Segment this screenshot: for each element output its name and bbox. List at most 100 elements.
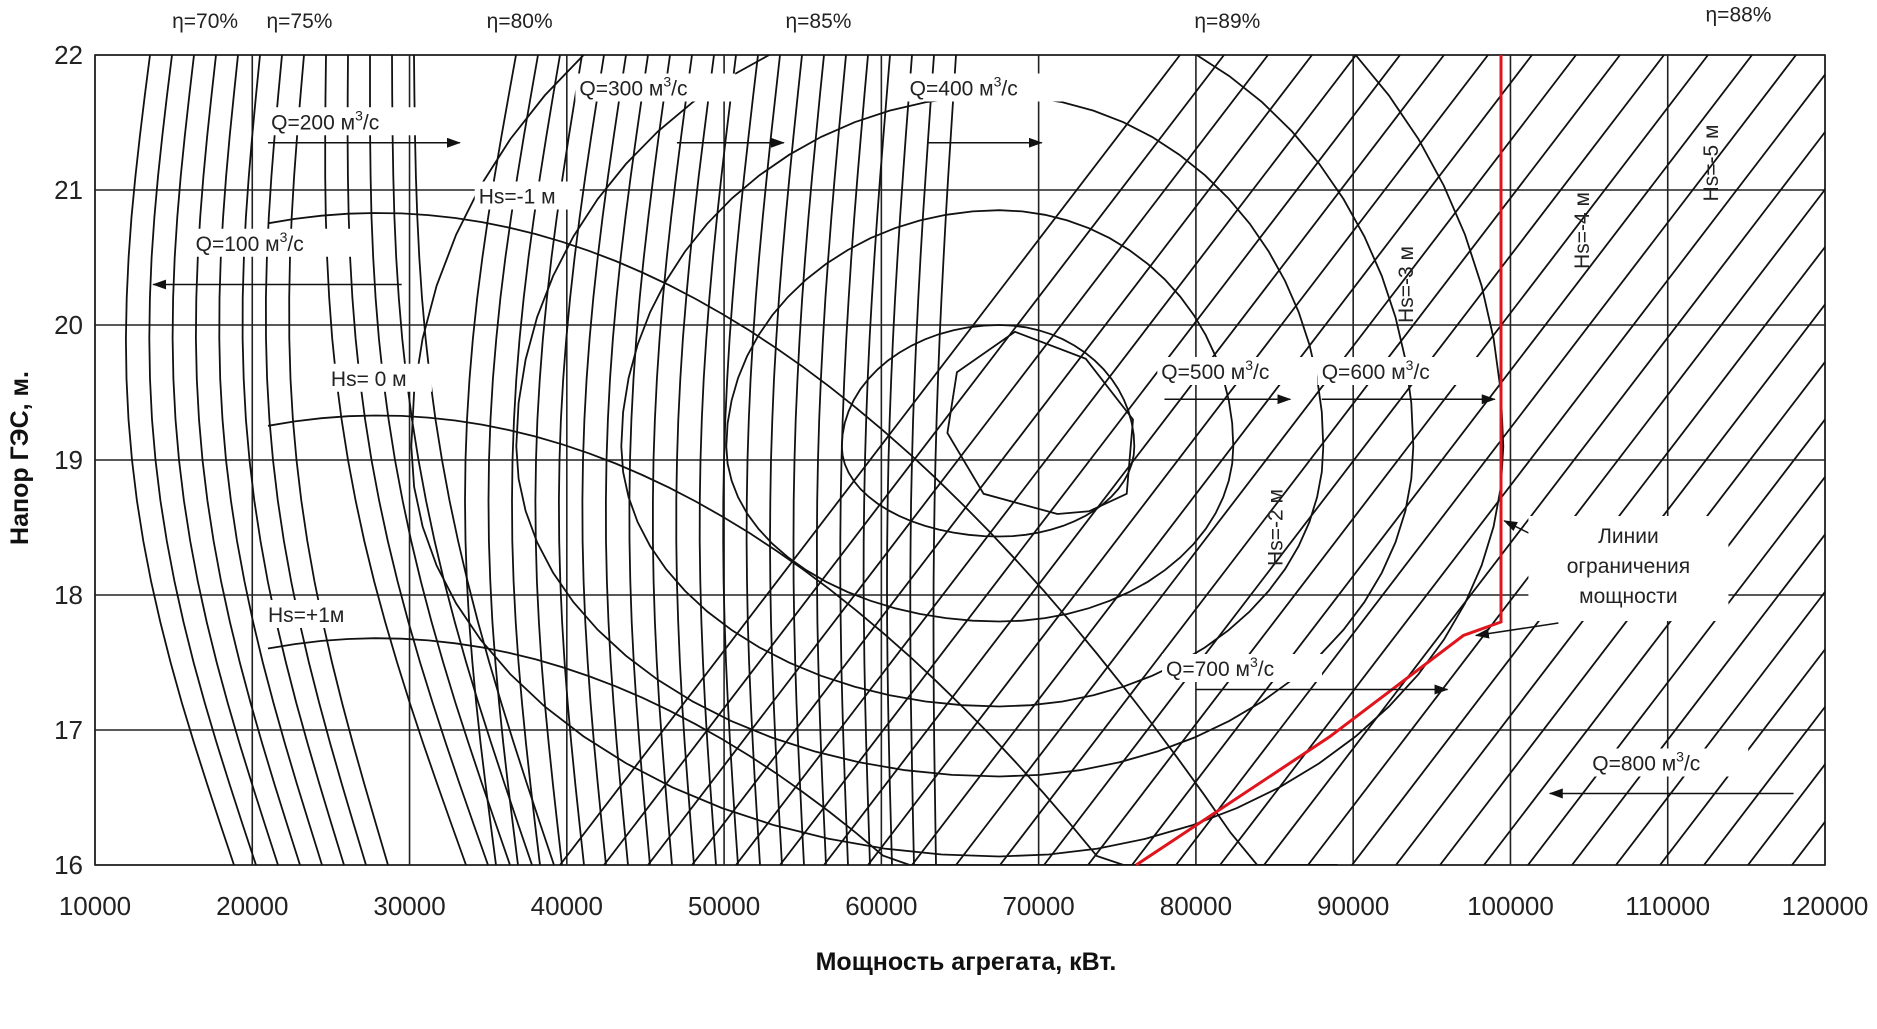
y-tick-label: 19 xyxy=(54,445,83,475)
flow-line xyxy=(735,55,1357,865)
flow-label: Q=500 м3/с xyxy=(1161,357,1269,384)
suction-height-curve xyxy=(267,212,1338,865)
annotation-line: ограничения xyxy=(1567,555,1690,578)
efficiency-curve xyxy=(413,54,555,866)
x-tick-label: 10000 xyxy=(59,891,131,921)
flow-arrows xyxy=(152,137,1794,799)
flow-label-bg xyxy=(1317,357,1478,385)
power-limit-line xyxy=(1135,55,1503,867)
efficiency-curve xyxy=(264,54,367,866)
suction-height-label: Hs=-3 м xyxy=(1395,246,1418,323)
flow-label-bg xyxy=(575,73,736,102)
flow-line xyxy=(1527,475,1825,865)
flow-line xyxy=(1615,590,1825,865)
flow-label: Q=800 м3/с xyxy=(1592,749,1700,776)
efficiency-contour xyxy=(725,209,1235,623)
flow-label-bg xyxy=(191,228,352,257)
efficiency-curve xyxy=(194,54,301,866)
flow-line xyxy=(1175,55,1797,865)
flow-line xyxy=(1307,188,1825,865)
flow-line xyxy=(1087,55,1709,865)
annotation-line: мощности xyxy=(1579,585,1678,608)
efficiency-contour xyxy=(840,324,1136,538)
flow-line xyxy=(823,55,1445,865)
efficiency-label: η=70% xyxy=(172,10,238,33)
efficiency-curve xyxy=(557,54,605,866)
efficiency-curve xyxy=(652,54,693,866)
flow-label: Q=400 м3/с xyxy=(910,74,1018,101)
efficiency-curve xyxy=(769,54,803,866)
y-tick-label: 20 xyxy=(54,310,83,340)
suction-height-label: Hs=+1м xyxy=(268,604,344,627)
y-tick-label: 18 xyxy=(54,580,83,610)
efficiency-contour xyxy=(620,94,1325,708)
efficiency-curve xyxy=(909,54,935,866)
flow-label: Q=100 м3/с xyxy=(196,229,304,256)
flow-line xyxy=(1351,245,1825,865)
flow-line xyxy=(999,55,1621,865)
flow-line xyxy=(867,55,1489,865)
x-tick-label: 100000 xyxy=(1467,891,1554,921)
flow-label-bg xyxy=(1588,748,1749,777)
efficiency-curve xyxy=(171,54,279,866)
x-tick-label: 120000 xyxy=(1782,891,1869,921)
efficiency-curve xyxy=(862,54,891,866)
suction-height-curve xyxy=(267,414,1338,865)
flow-line xyxy=(1219,73,1825,865)
efficiency-label: η=88% xyxy=(1706,3,1772,26)
efficiency-curve xyxy=(932,54,957,866)
x-tick-label: 30000 xyxy=(373,891,445,921)
efficiency-curve xyxy=(628,54,671,866)
power-limit-layer xyxy=(1135,55,1503,867)
suction-label-bg xyxy=(264,600,369,628)
efficiency-curve xyxy=(792,54,825,866)
suction-height-label: Hs=-4 м xyxy=(1571,192,1594,269)
efficiency-contour-89 xyxy=(946,330,1134,515)
efficiency-curve xyxy=(675,54,715,866)
x-tick-label: 50000 xyxy=(688,891,760,921)
suction-height-label: Hs=-2 м xyxy=(1264,489,1287,566)
y-tick-label: 17 xyxy=(54,715,83,745)
flow-line xyxy=(1703,705,1825,865)
annotation-arrow xyxy=(1474,622,1559,639)
suction-height-curve xyxy=(267,637,1338,865)
suction-height-label: Hs=-5 м xyxy=(1700,125,1723,202)
efficiency-curve xyxy=(815,54,847,866)
flow-line xyxy=(1131,55,1753,865)
chart-text: 10000 20000 30000 40000 50000 60000 70000 80000… xyxy=(54,3,1868,921)
flow-label-bg xyxy=(267,107,428,136)
x-tick-label: 20000 xyxy=(216,891,288,921)
flow-label-bg xyxy=(1162,654,1323,682)
efficiency-contour xyxy=(410,55,1505,858)
flow-label-bg xyxy=(1157,357,1318,385)
efficiency-label: η=75% xyxy=(266,10,332,33)
flow-line xyxy=(691,55,1313,865)
flow-line xyxy=(1836,55,1877,865)
efficiency-curve xyxy=(391,54,533,866)
suction-label-bg xyxy=(474,181,580,210)
efficiency-curve xyxy=(369,55,511,866)
efficiency-curve xyxy=(581,54,627,866)
flow-line xyxy=(955,55,1577,865)
flow-line xyxy=(1043,55,1665,865)
y-tick-label: 21 xyxy=(54,175,83,205)
flow-line xyxy=(1483,418,1825,865)
efficiency-curve xyxy=(218,54,323,866)
x-tick-label: 40000 xyxy=(531,891,603,921)
flow-line xyxy=(1659,647,1825,865)
y-tick-label: 16 xyxy=(54,850,83,880)
efficiency-contour xyxy=(515,55,1415,778)
suction-label-bg xyxy=(326,363,432,392)
efficiency-curve xyxy=(241,54,345,866)
x-tick-label: 80000 xyxy=(1160,891,1232,921)
flow-line xyxy=(779,55,1401,865)
efficiency-label: η=89% xyxy=(1194,10,1260,33)
x-tick-label: 60000 xyxy=(845,891,917,921)
flow-line xyxy=(559,55,1181,865)
x-tick-label: 110000 xyxy=(1625,891,1710,921)
x-tick-label: 70000 xyxy=(1002,891,1074,921)
annotation-line: Линии xyxy=(1598,525,1659,548)
efficiency-curve xyxy=(324,54,467,866)
suction-height-label: Hs= 0 м xyxy=(331,368,407,391)
